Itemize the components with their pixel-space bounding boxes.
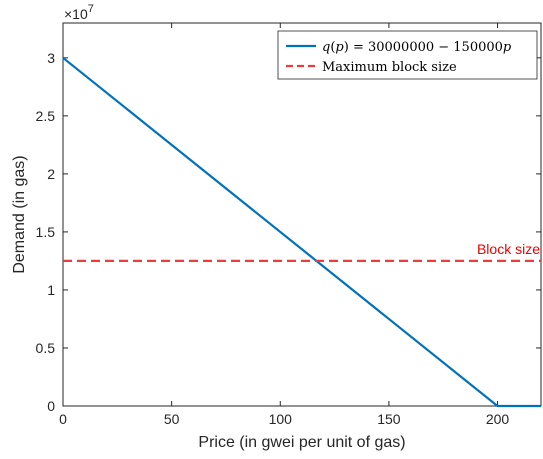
y-tick-label: 2.5 (36, 108, 56, 124)
y-tick-label: 2 (47, 166, 55, 182)
y-tick-label: 3 (47, 50, 55, 66)
x-tick-label: 50 (164, 411, 180, 427)
annotation-layer: Block size (477, 241, 540, 257)
y-tick-label: 0.5 (36, 340, 56, 356)
y-tick-label: 1.5 (36, 224, 56, 240)
legend-label-part: q (322, 40, 330, 55)
legend-label-part: p (503, 40, 512, 55)
x-tick-label: 0 (59, 411, 67, 427)
legend-label-demand: q(p) = 30000000 − 150000p (322, 40, 512, 55)
plot-area-box (62, 22, 542, 407)
legend-box (277, 30, 538, 80)
block-size-annotation: Block size (477, 241, 540, 257)
legend-label-part: p (335, 40, 344, 55)
y-axis-title: Demand (in gas) (11, 155, 28, 273)
y-tick-label: 1 (47, 282, 55, 298)
legend-label-part: ) = 30000000 − 150000 (344, 40, 503, 55)
x-tick-label: 200 (486, 411, 510, 427)
legend-label-part: ( (330, 40, 335, 55)
y-tick-label: 0 (47, 398, 55, 414)
demand-curve-line (62, 56, 541, 408)
series-layer (62, 56, 541, 408)
multiplier-base: ×10 (64, 6, 88, 22)
x-axis-title: Price (in gwei per unit of gas) (198, 434, 405, 451)
axes-layer: 0 50 100 150 200 0 0.5 1 1.5 2 2.5 3 ×107 Price (in g… (11, 3, 542, 451)
y-axis-multiplier: ×107 (64, 3, 94, 22)
multiplier-exponent: 7 (88, 3, 94, 15)
x-tick-label: 100 (269, 411, 293, 427)
x-tick-label: 150 (377, 411, 401, 427)
legend-label-block-size: Maximum block size (322, 60, 457, 75)
